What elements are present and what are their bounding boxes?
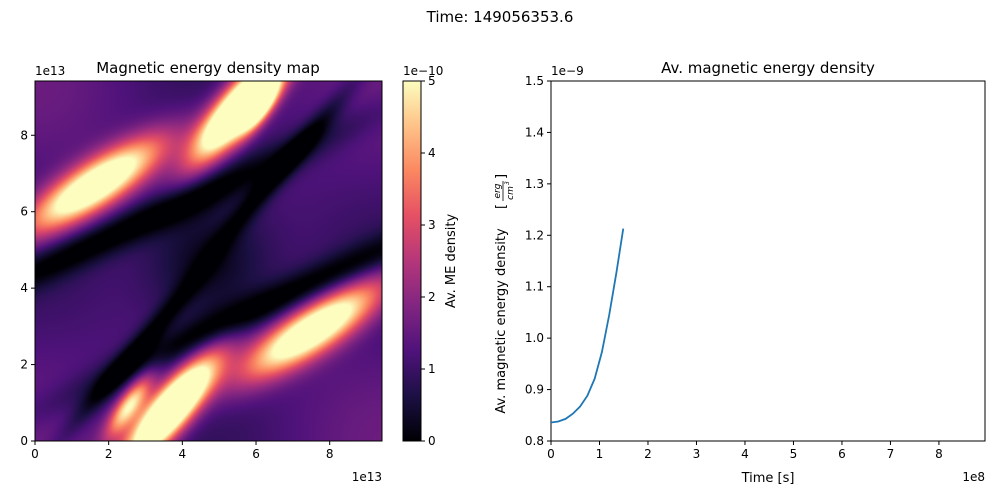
heatmap-x-ticks: 0 2 4 6 8 <box>31 441 334 461</box>
line-chart-x-tick-label: 3 <box>693 447 701 461</box>
ylabel-unit-numerator: erg <box>493 183 503 198</box>
colorbar-tick-label: 3 <box>428 218 436 232</box>
colorbar-ticks: 0 1 2 3 4 5 <box>421 74 436 448</box>
heatmap-x-tick-label: 0 <box>31 447 39 461</box>
colorbar-gradient <box>402 80 422 442</box>
colorbar-tick-label: 0 <box>428 434 436 448</box>
line-chart-y-tick-label: 0.9 <box>525 383 544 397</box>
colorbar: 0 1 2 3 4 5 1e−10 Av. ME density <box>402 64 459 448</box>
heatmap-y-tick-label: 2 <box>20 358 28 372</box>
colorbar-offset: 1e−10 <box>403 64 443 78</box>
line-chart-x-tick-label: 8 <box>935 447 943 461</box>
heatmap-image-container <box>35 81 382 441</box>
line-chart-x-ticks: 0 1 2 3 4 5 6 7 8 <box>547 441 943 461</box>
ylabel-bracket-left: [ <box>494 204 509 209</box>
line-chart-y-offset: 1e−9 <box>551 64 584 78</box>
line-chart-y-tick-label: 0.8 <box>525 434 544 448</box>
line-chart-x-tick-label: 6 <box>838 447 846 461</box>
line-chart-y-tick-label: 1.4 <box>525 125 544 139</box>
line-chart-frame <box>550 80 986 442</box>
heatmap-y-tick-label: 8 <box>20 128 28 142</box>
heatmap-y-tick-label: 0 <box>20 434 28 448</box>
heatmap-frame <box>34 80 383 442</box>
figure-suptitle: Time: 149056353.6 <box>426 8 574 26</box>
ylabel-unit-denominator: cm <box>506 186 516 200</box>
line-chart-x-tick-label: 1 <box>596 447 604 461</box>
line-chart-ylabel: Av. magnetic energy density [ erg cm 3 ] <box>493 174 516 414</box>
colorbar-tick-label: 2 <box>428 290 436 304</box>
line-chart-y-tick-label: 1.5 <box>525 74 544 88</box>
line-chart-xlabel: Time [s] <box>741 471 795 486</box>
line-chart-y-tick-label: 1.2 <box>525 228 544 242</box>
heatmap-x-tick-label: 6 <box>252 447 260 461</box>
heatmap-x-tick-label: 4 <box>179 447 187 461</box>
line-chart-y-tick-label: 1.3 <box>525 177 544 191</box>
line-series <box>550 228 625 424</box>
colorbar-tick-label: 4 <box>428 146 436 160</box>
heatmap-x-offset: 1e13 <box>352 470 382 484</box>
ylabel-unit-exponent: 3 <box>504 181 511 185</box>
line-chart-x-tick-label: 2 <box>644 447 652 461</box>
line-chart-x-offset: 1e8 <box>962 470 985 484</box>
line-chart-x-tick-label: 5 <box>790 447 798 461</box>
ylabel-bracket-right: ] <box>494 174 509 179</box>
line-chart-x-tick-label: 4 <box>741 447 749 461</box>
heatmap-image <box>35 81 382 441</box>
line-chart-panel: Av. magnetic energy density 0 1 2 3 4 5 6 7 8 0.… <box>493 59 986 486</box>
line-chart-x-tick-label: 0 <box>547 447 555 461</box>
colorbar-tick-label: 5 <box>428 74 436 88</box>
heatmap-y-ticks: 0 2 4 6 8 <box>20 128 35 448</box>
heatmap-y-tick-label: 6 <box>20 205 28 219</box>
line-chart-x-tick-label: 7 <box>887 447 895 461</box>
heatmap-x-tick-label: 8 <box>326 447 334 461</box>
line-chart-y-tick-label: 1.1 <box>525 280 544 294</box>
colorbar-label: Av. ME density <box>444 214 459 309</box>
line-chart-y-tick-label: 1.0 <box>525 331 544 345</box>
heatmap-y-tick-label: 4 <box>20 281 28 295</box>
colorbar-tick-label: 1 <box>428 362 436 376</box>
line-chart-title: Av. magnetic energy density <box>661 59 875 77</box>
line-chart-y-ticks: 0.8 0.9 1.0 1.1 1.2 1.3 1.4 1.5 <box>525 74 551 448</box>
heatmap-y-offset: 1e13 <box>35 64 65 78</box>
heatmap-x-tick-label: 2 <box>105 447 113 461</box>
line-chart-ylabel-text: Av. magnetic energy density <box>494 228 509 414</box>
heatmap-title: Magnetic energy density map <box>96 59 320 77</box>
